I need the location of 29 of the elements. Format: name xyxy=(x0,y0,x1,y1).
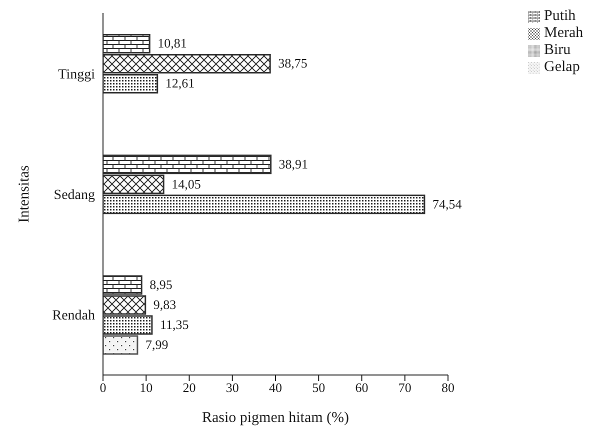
data-label: 8,95 xyxy=(150,277,172,292)
data-label: 14,05 xyxy=(172,176,201,192)
data-label: 12,61 xyxy=(165,76,195,91)
x-tick-label: 50 xyxy=(312,380,326,396)
y-tick-label: Rendah xyxy=(52,308,95,324)
data-label: 9,83 xyxy=(153,297,176,312)
y-tick-label: Sedang xyxy=(54,188,95,203)
x-tick-label: 30 xyxy=(226,380,239,396)
x-tick-label: 0 xyxy=(100,380,106,396)
x-tick-label: 60 xyxy=(355,380,368,396)
data-label: 10,81 xyxy=(158,36,187,51)
data-label: 74,54 xyxy=(432,196,462,212)
y-axis-title: Intensitas xyxy=(16,165,32,223)
legend-label: Putih xyxy=(544,8,576,24)
data-label: 11,35 xyxy=(160,317,189,332)
x-tick-label: 10 xyxy=(140,380,153,396)
data-label: 7,99 xyxy=(145,337,168,352)
legend-label: Gelap xyxy=(544,59,580,75)
legend-label: Biru xyxy=(544,42,571,58)
x-tick-label: 70 xyxy=(398,380,412,396)
x-tick-label: 80 xyxy=(442,380,454,396)
data-label: 38,75 xyxy=(278,56,308,71)
bar xyxy=(103,335,138,355)
data-label: 38,91 xyxy=(278,156,308,172)
legend-label: Merah xyxy=(544,25,584,41)
x-tick-label: 20 xyxy=(182,380,196,396)
x-axis-title: Rasio pigmen hitam (%) xyxy=(202,410,350,426)
y-tick-label: Tinggi xyxy=(58,67,96,82)
x-tick-label: 40 xyxy=(269,380,282,396)
